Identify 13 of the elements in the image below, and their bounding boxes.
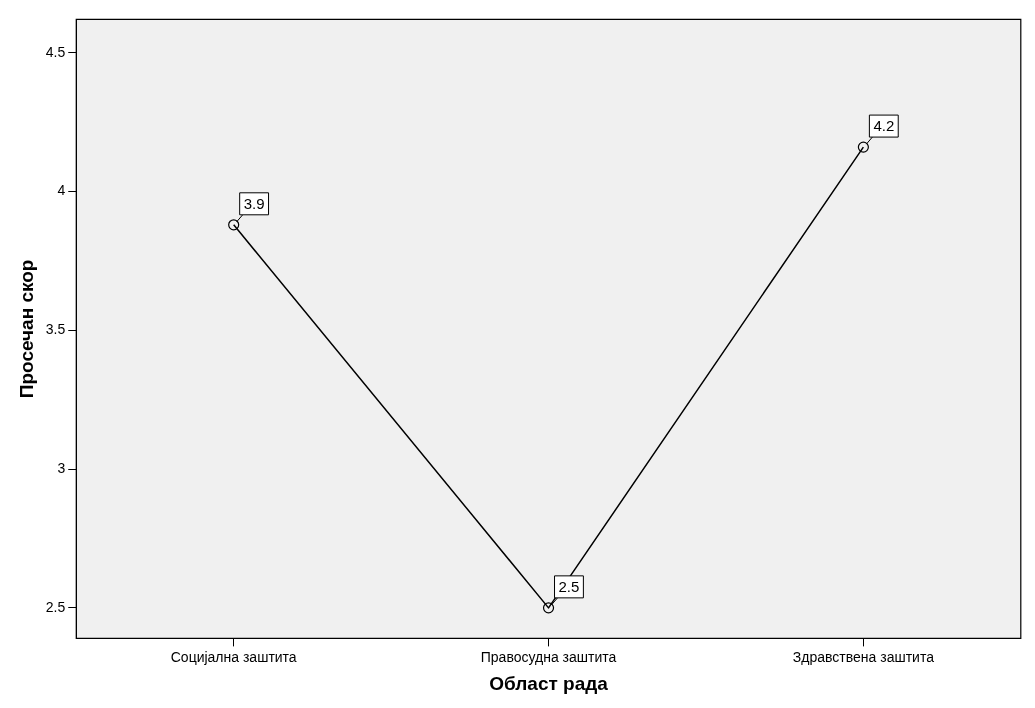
y-tick-label: 4: [57, 182, 66, 199]
y-tick-label: 2.5: [45, 598, 66, 615]
data-label: 2.5: [558, 578, 580, 596]
y-tick-label: 3.5: [45, 321, 66, 338]
x-tick-label: Здравствена заштита: [792, 648, 935, 665]
x-tick-label: Социјална заштита: [170, 648, 297, 665]
data-label: 3.9: [243, 194, 265, 212]
y-axis-title: Просечан скор: [15, 259, 37, 399]
y-tick-label: 4.5: [45, 43, 66, 60]
x-tick-label: Правосудна заштита: [480, 648, 617, 665]
y-tick-label: 3: [57, 459, 66, 476]
x-axis-title: Област рада: [489, 672, 609, 694]
data-label: 4.2: [873, 117, 895, 135]
